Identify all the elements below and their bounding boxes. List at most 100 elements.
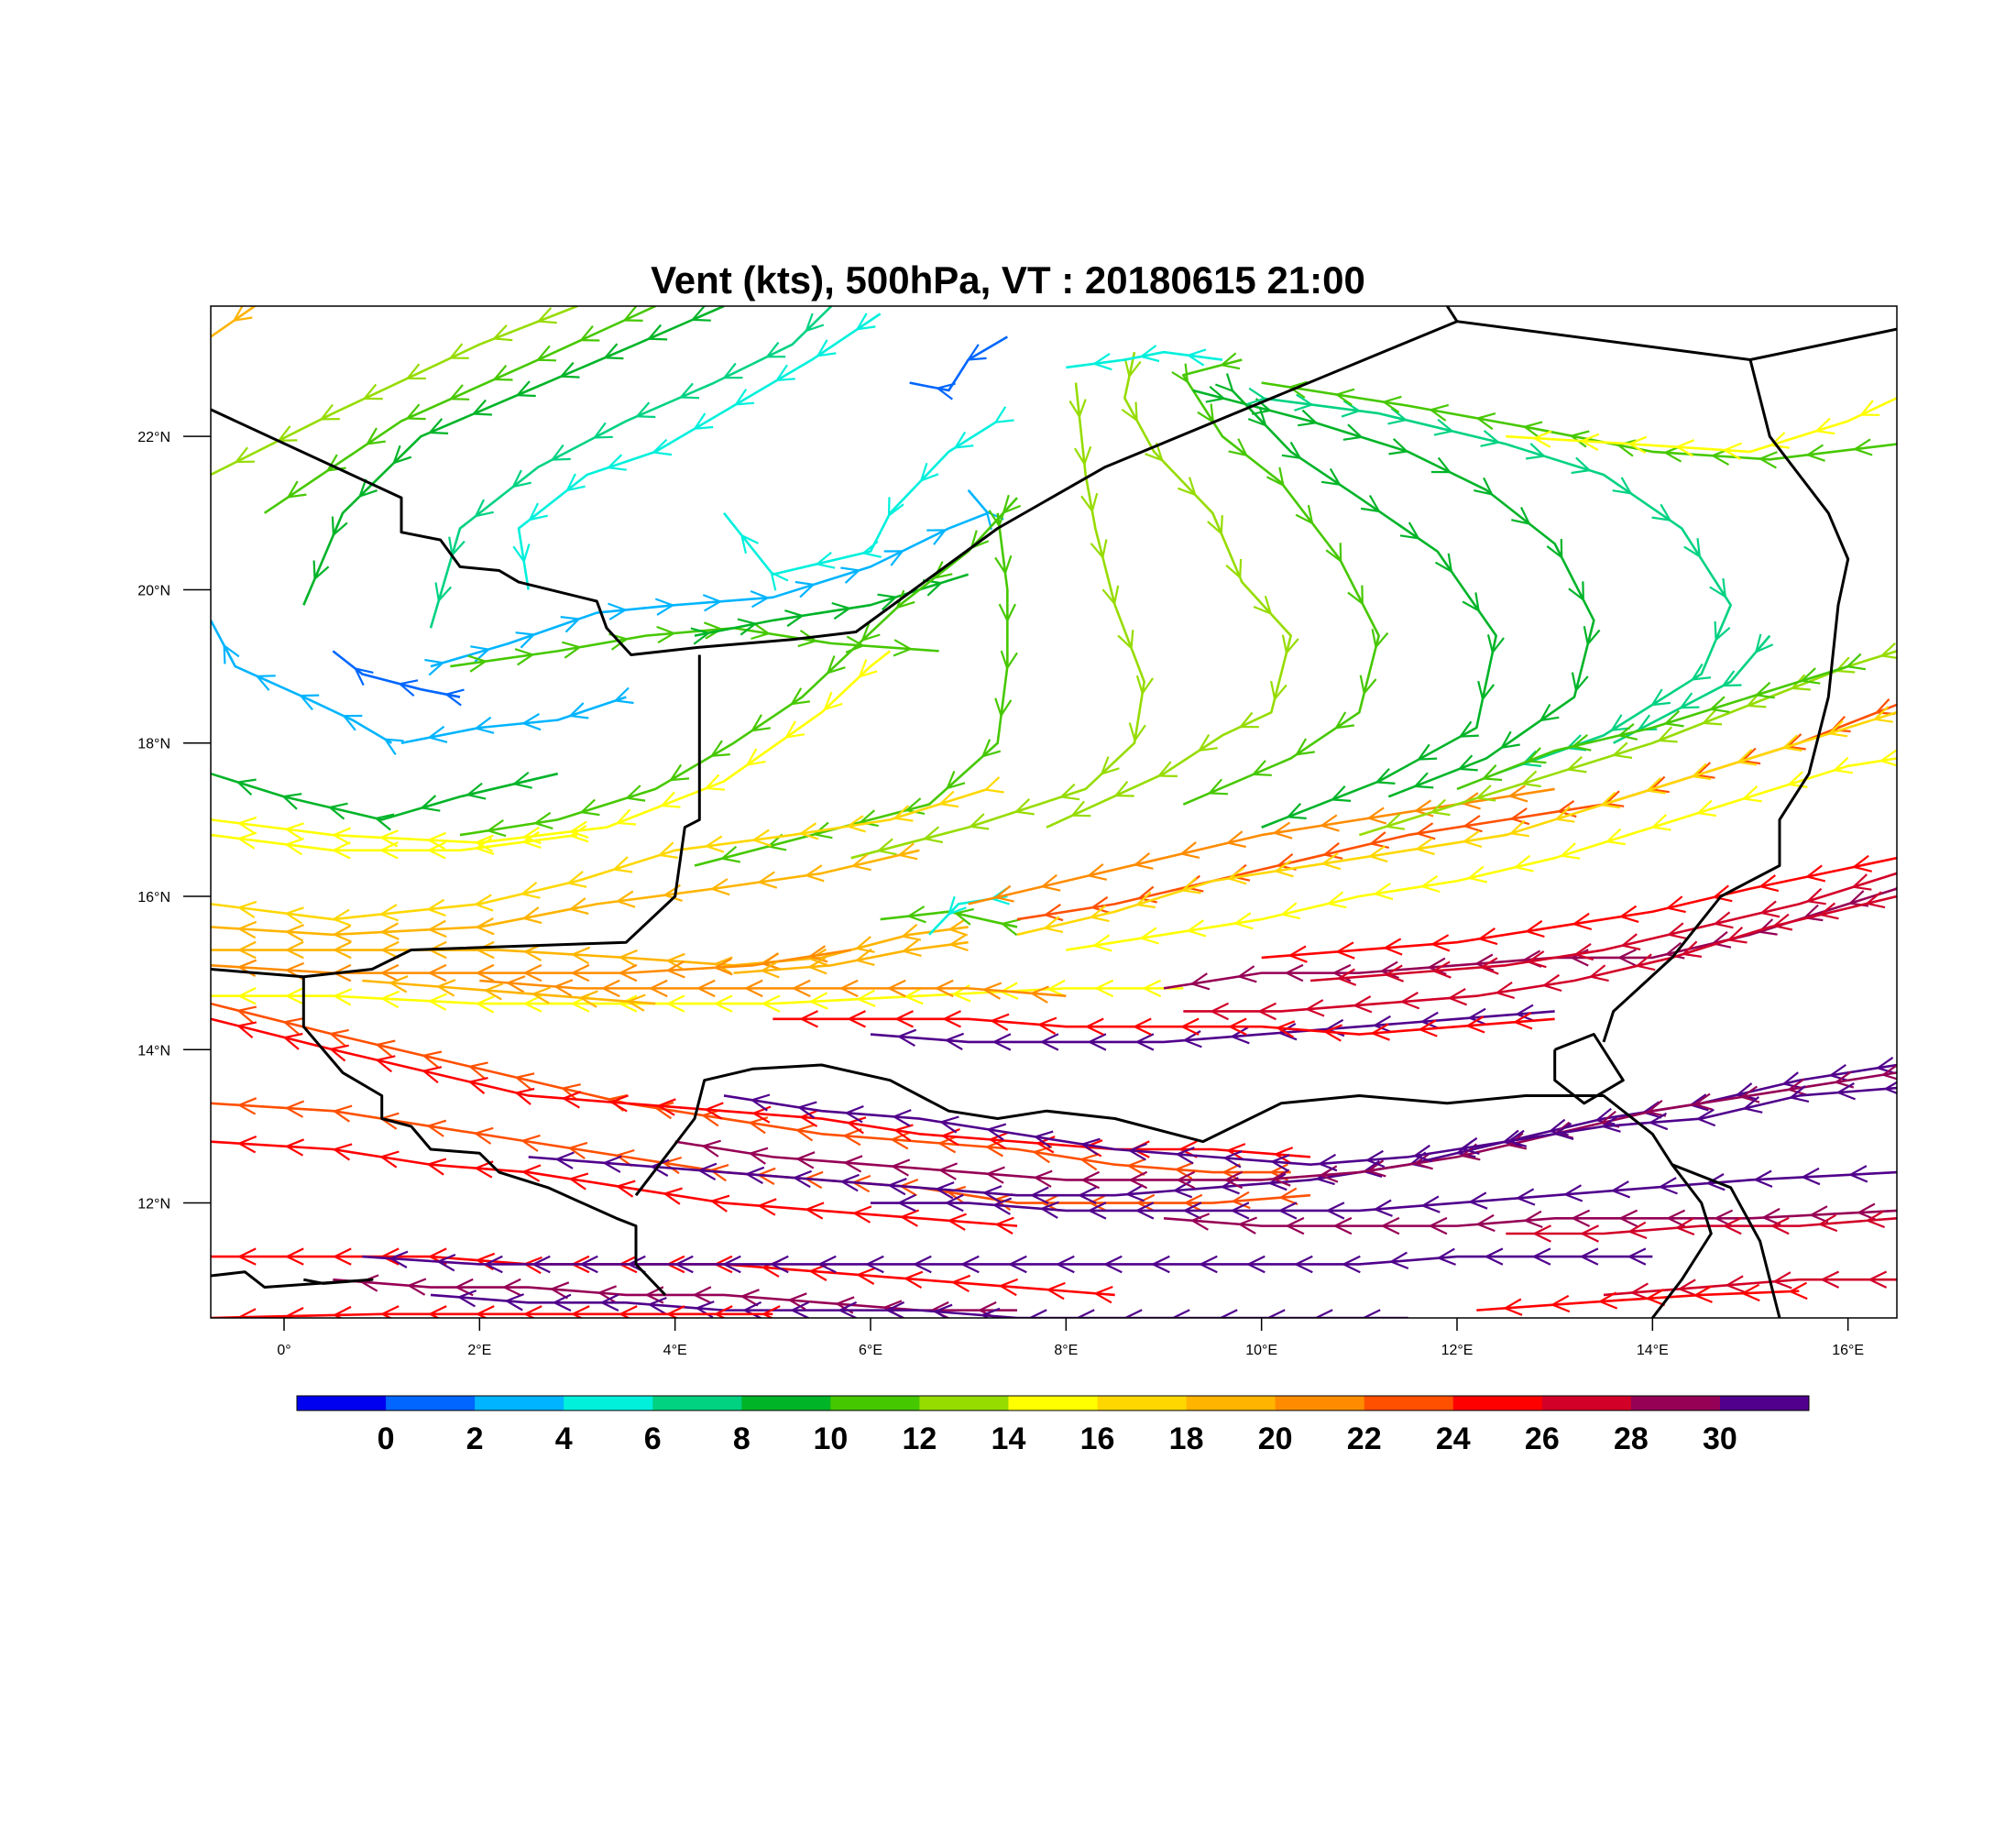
wind-streamlines (211, 306, 1897, 1318)
wind-arrow (1013, 798, 1035, 816)
wind-arrow (521, 906, 542, 925)
wind-arrow (1786, 1078, 1807, 1096)
wind-arrow (1068, 399, 1087, 420)
wind-arrow (770, 570, 789, 591)
wind-arrow (1845, 653, 1867, 671)
wind-arrow (751, 829, 772, 847)
wind-arrow (1499, 730, 1520, 750)
wind-arrow (981, 739, 1002, 758)
wind-arrow (1186, 919, 1207, 938)
wind-arrow (1713, 1209, 1734, 1227)
wind-arrow (328, 1028, 349, 1047)
wind-arrow (1135, 1193, 1156, 1213)
wind-arrow (568, 897, 589, 916)
wind-arrow (505, 975, 526, 993)
wind-arrow (466, 782, 487, 800)
wind-arrow (1272, 821, 1293, 840)
wind-arrow (892, 1109, 912, 1127)
wind-arrow (522, 1305, 542, 1318)
wind-arrow (858, 659, 878, 679)
wind-arrow (1431, 960, 1452, 979)
wind-arrow (1571, 733, 1592, 752)
lat-tick-label: 20°N (137, 583, 170, 598)
wind-arrow (649, 1158, 670, 1177)
wind-arrow (1693, 1092, 1714, 1111)
wind-arrow (1539, 703, 1560, 722)
wind-streamline (459, 497, 1018, 837)
wind-arrow (236, 1097, 257, 1115)
wind-arrow (807, 948, 828, 967)
wind-arrow (1721, 670, 1742, 687)
wind-arrow (634, 401, 656, 419)
wind-arrow (1714, 620, 1731, 642)
wind-arrow (1874, 698, 1896, 716)
wind-arrow (1040, 1193, 1060, 1213)
wind-arrow (1182, 1202, 1202, 1220)
wind-arrow (860, 541, 882, 558)
wind-arrow (1523, 1210, 1543, 1229)
wind-arrow (1375, 767, 1396, 785)
lon-tick-label: 6°E (859, 1343, 882, 1358)
wind-arrow (1546, 539, 1563, 560)
lat-tick-label: 22°N (137, 430, 170, 445)
wind-arrow (1513, 854, 1534, 873)
wind-arrow (1522, 421, 1543, 439)
wind-arrow (1800, 1167, 1821, 1186)
wind-arrow (750, 589, 771, 609)
wind-arrow (280, 793, 302, 810)
wind-arrow (985, 1166, 1005, 1184)
wind-arrow (375, 1055, 396, 1073)
wind-arrow (994, 554, 1013, 576)
wind-arrow (579, 325, 600, 342)
colorbar-label: 2 (466, 1421, 484, 1456)
wind-arrow (615, 1180, 636, 1198)
wind-arrow (968, 813, 990, 830)
wind-arrow (1569, 430, 1590, 448)
wind-arrow (899, 1209, 920, 1227)
wind-arrow (1467, 1191, 1488, 1210)
wind-arrow (1531, 430, 1552, 448)
wind-arrow (1121, 401, 1138, 423)
wind-arrow (475, 1305, 495, 1318)
wind-arrow (535, 345, 557, 362)
wind-arrow (1600, 1114, 1621, 1133)
wind-arrow (1294, 393, 1315, 412)
wind-arrow (1859, 400, 1880, 416)
wind-arrow (1277, 1202, 1298, 1220)
wind-arrow (236, 987, 257, 1005)
wind-arrow (553, 979, 574, 997)
wind-arrow (766, 833, 787, 851)
wind-arrow (992, 1197, 1013, 1215)
wind-arrow (1616, 439, 1637, 457)
wind-arrow (426, 1158, 447, 1176)
wind-arrow (1126, 1158, 1146, 1176)
wind-arrow (1474, 477, 1494, 496)
colorbar-label: 8 (733, 1421, 751, 1456)
wind-arrow (1135, 675, 1155, 696)
wind-arrow (1531, 1224, 1551, 1243)
wind-arrow (1865, 1210, 1885, 1229)
wind-arrow (1467, 1007, 1487, 1026)
colorbar-swatch (1452, 1396, 1543, 1410)
wind-arrow (470, 645, 491, 663)
wind-arrow (842, 1127, 862, 1147)
wind-arrow (1320, 852, 1342, 871)
wind-arrow (391, 445, 412, 465)
wind-arrow (1674, 1217, 1695, 1236)
wind-arrow (740, 1289, 760, 1307)
wind-arrow (236, 816, 257, 835)
wind-arrow (1430, 456, 1452, 474)
wind-arrow (1579, 433, 1600, 451)
wind-arrow (1033, 1169, 1053, 1188)
wind-arrow (379, 990, 400, 1009)
wind-streamline (1476, 1290, 1800, 1312)
wind-arrow (816, 339, 837, 357)
wind-arrow (1835, 1082, 1857, 1101)
wind-arrow (1046, 1281, 1066, 1301)
wind-arrow (520, 712, 542, 731)
wind-arrow (938, 1115, 959, 1134)
colorbar-label: 26 (1525, 1421, 1560, 1456)
wind-arrow (608, 1094, 629, 1113)
wind-arrow (284, 940, 304, 960)
wind-arrow (284, 1307, 304, 1318)
